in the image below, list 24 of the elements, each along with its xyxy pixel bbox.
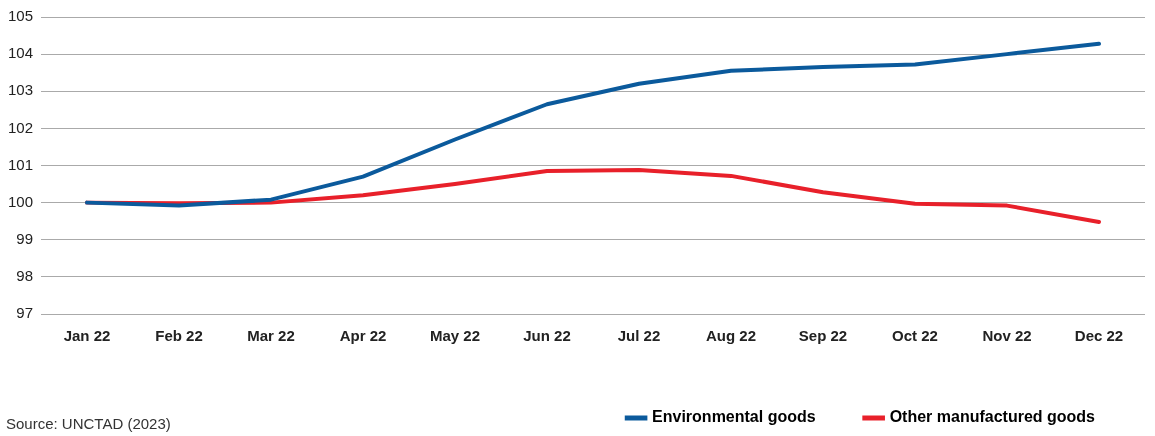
x-tick-label: Jun 22 [523, 327, 571, 345]
x-tick-label: Jan 22 [63, 327, 111, 345]
y-tick-label: 100 [8, 192, 34, 210]
y-tick-label: 101 [8, 155, 34, 173]
legend-label: Environmental goods [652, 408, 816, 426]
x-tick-label: Mar 22 [247, 327, 295, 345]
legend-label: Other manufactured goods [889, 408, 1096, 426]
x-tick-label: Jul 22 [617, 327, 661, 345]
y-tick-label: 99 [16, 229, 34, 247]
x-tick-label: Dec 22 [1074, 327, 1124, 345]
x-tick-label: Nov 22 [982, 327, 1032, 345]
x-tick-label: Feb 22 [155, 327, 203, 345]
y-tick-label: 98 [16, 267, 34, 285]
y-tick-label: 104 [8, 44, 34, 62]
x-tick-label: Apr 22 [339, 327, 387, 345]
source-note: Source: UNCTAD (2023) [6, 414, 171, 432]
x-tick-label: Sep 22 [798, 327, 848, 345]
y-tick-label: 102 [8, 118, 34, 136]
y-tick-label: 103 [8, 81, 34, 99]
y-tick-label: 105 [8, 7, 34, 25]
y-tick-label: 97 [16, 304, 34, 322]
x-tick-label: May 22 [429, 327, 481, 345]
x-tick-label: Aug 22 [706, 327, 757, 345]
x-tick-label: Oct 22 [892, 327, 938, 345]
